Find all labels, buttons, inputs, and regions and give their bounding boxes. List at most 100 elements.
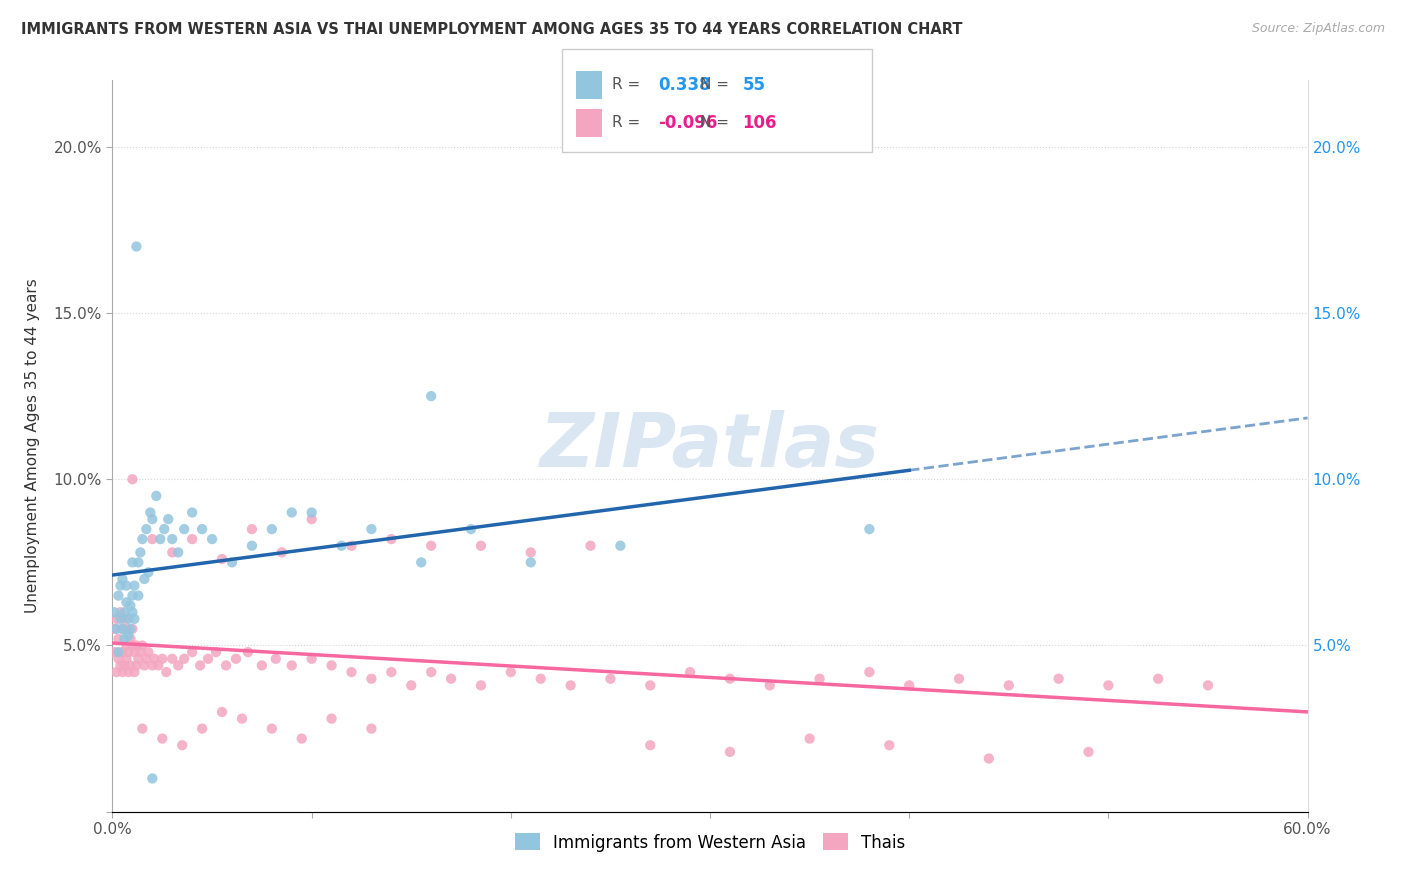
Point — [115, 639, 138, 653]
Point — [105, 665, 128, 679]
Point — [105, 622, 128, 636]
Text: ZIPatlas: ZIPatlas — [540, 409, 880, 483]
Point — [141, 772, 163, 786]
Point — [103, 622, 125, 636]
Point — [808, 672, 831, 686]
Point — [879, 738, 901, 752]
Point — [162, 545, 183, 559]
Point — [231, 712, 253, 726]
Point — [131, 532, 153, 546]
Text: R =: R = — [612, 115, 645, 130]
Point — [609, 539, 631, 553]
Point — [124, 612, 146, 626]
Point — [105, 612, 128, 626]
Point — [121, 589, 143, 603]
Point — [460, 522, 482, 536]
Point — [560, 678, 582, 692]
Point — [173, 522, 195, 536]
Point — [107, 589, 129, 603]
Point — [141, 658, 163, 673]
Point — [173, 652, 195, 666]
Point — [181, 645, 204, 659]
Y-axis label: Unemployment Among Ages 35 to 44 years: Unemployment Among Ages 35 to 44 years — [25, 278, 39, 614]
Point — [470, 678, 492, 692]
Point — [110, 612, 132, 626]
Point — [1147, 672, 1170, 686]
Point — [411, 555, 433, 569]
Point — [134, 572, 156, 586]
Point — [291, 731, 314, 746]
Point — [264, 652, 287, 666]
Point — [125, 639, 148, 653]
Point — [148, 658, 170, 673]
Point — [111, 645, 134, 659]
Point — [301, 512, 323, 526]
Point — [858, 665, 880, 679]
Point — [360, 522, 382, 536]
Point — [579, 539, 602, 553]
Point — [121, 472, 143, 486]
Point — [191, 722, 214, 736]
Point — [117, 645, 139, 659]
Point — [141, 512, 163, 526]
Point — [215, 658, 238, 673]
Point — [499, 665, 522, 679]
Point — [115, 595, 138, 609]
Point — [167, 545, 190, 559]
Point — [127, 555, 149, 569]
Point — [520, 555, 543, 569]
Text: -0.096: -0.096 — [658, 114, 717, 132]
Point — [121, 555, 143, 569]
Point — [340, 539, 363, 553]
Point — [162, 532, 183, 546]
Point — [121, 639, 143, 653]
Point — [131, 639, 153, 653]
Text: 106: 106 — [742, 114, 778, 132]
Point — [114, 612, 135, 626]
Point — [225, 652, 247, 666]
Point — [103, 645, 125, 659]
Point — [149, 532, 172, 546]
Point — [301, 506, 323, 520]
Point — [380, 532, 402, 546]
Point — [143, 652, 166, 666]
Point — [205, 645, 228, 659]
Point — [898, 678, 921, 692]
Point — [1077, 745, 1099, 759]
Point — [114, 658, 135, 673]
Point — [281, 658, 304, 673]
Point — [240, 522, 263, 536]
Point — [121, 605, 143, 619]
Text: 0.338: 0.338 — [658, 76, 710, 94]
Point — [321, 658, 343, 673]
Point — [127, 652, 149, 666]
Point — [107, 652, 129, 666]
Point — [250, 658, 273, 673]
Point — [110, 605, 132, 619]
Point — [1197, 678, 1219, 692]
Point — [117, 612, 139, 626]
Point — [127, 589, 149, 603]
Point — [270, 545, 292, 559]
Point — [360, 722, 382, 736]
Point — [111, 572, 134, 586]
Point — [530, 672, 553, 686]
Point — [107, 645, 129, 659]
Point — [420, 389, 443, 403]
Point — [380, 665, 402, 679]
Point — [1097, 678, 1119, 692]
Point — [172, 738, 194, 752]
Point — [157, 512, 180, 526]
Point — [167, 658, 190, 673]
Point — [181, 532, 204, 546]
Point — [520, 545, 543, 559]
Point — [135, 522, 157, 536]
Point — [440, 672, 463, 686]
Point — [107, 632, 129, 646]
Point — [301, 652, 323, 666]
Point — [124, 579, 146, 593]
Point — [236, 645, 259, 659]
Text: N =: N = — [700, 115, 734, 130]
Point — [718, 745, 741, 759]
Point — [330, 539, 353, 553]
